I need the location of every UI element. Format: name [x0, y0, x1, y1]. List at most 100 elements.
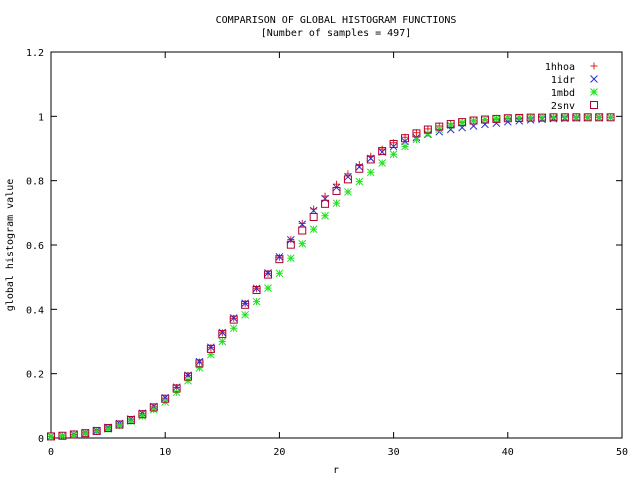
- data-point: [401, 142, 409, 151]
- data-point: [252, 286, 261, 295]
- data-point: [310, 205, 318, 213]
- data-point: [321, 211, 329, 220]
- chart-title: COMPARISON OF GLOBAL HISTOGRAM FUNCTIONS: [216, 15, 457, 26]
- series-layer: [47, 113, 615, 441]
- data-point: [538, 113, 546, 122]
- data-point: [378, 159, 387, 167]
- data-point: [81, 429, 90, 438]
- data-point: [446, 120, 455, 129]
- data-point: [412, 129, 420, 137]
- data-point: [332, 199, 341, 208]
- data-point: [264, 284, 272, 292]
- x-tick-label: 50: [616, 447, 628, 458]
- data-point: [435, 122, 444, 131]
- data-point: [606, 113, 615, 122]
- data-point: [481, 115, 489, 124]
- data-point: [58, 431, 67, 440]
- y-axis: 0 0.2 0.4 0.6 0.8 1 1.2: [26, 48, 622, 445]
- data-point: [321, 199, 330, 208]
- data-point: [606, 113, 615, 122]
- data-point: [115, 420, 124, 429]
- data-point: [572, 113, 581, 122]
- data-point: [561, 113, 569, 122]
- data-point: [366, 168, 375, 177]
- data-point: [195, 359, 204, 368]
- data-point: [263, 270, 272, 279]
- data-point: [366, 155, 375, 164]
- data-point: [458, 118, 467, 127]
- data-point: [47, 432, 55, 441]
- data-point: [218, 330, 227, 339]
- data-point: [492, 114, 501, 123]
- legend-label: 1idr: [551, 75, 575, 86]
- legend: 1hhoa 1idr 1mbd 2snv: [545, 62, 598, 112]
- data-point: [184, 376, 192, 385]
- data-point: [355, 162, 364, 171]
- data-point: [286, 254, 295, 263]
- data-point: [343, 175, 352, 184]
- data-point: [47, 432, 55, 441]
- data-point: [344, 188, 352, 196]
- data-point: [126, 415, 135, 424]
- data-point: [275, 255, 284, 264]
- legend-label: 1hhoa: [545, 62, 575, 73]
- data-point: [435, 125, 444, 134]
- data-point: [583, 113, 592, 122]
- data-point: [503, 114, 512, 123]
- y-tick-label: 0.8: [26, 177, 44, 188]
- x-tick-label: 20: [273, 447, 285, 458]
- data-point: [275, 269, 284, 278]
- data-point: [92, 426, 101, 435]
- data-point: [81, 429, 90, 438]
- data-point: [138, 412, 147, 420]
- y-tick-label: 0: [38, 434, 44, 445]
- legend-marker: [590, 101, 598, 109]
- data-point: [184, 372, 193, 381]
- data-point: [560, 113, 569, 122]
- data-point: [595, 113, 604, 122]
- data-point: [480, 115, 489, 124]
- data-point: [309, 225, 318, 234]
- x-tick-label: 10: [159, 447, 171, 458]
- y-tick-label: 1.2: [26, 48, 44, 59]
- data-point: [333, 180, 340, 188]
- legend-label: 2snv: [551, 101, 575, 112]
- y-tick-label: 0.6: [26, 241, 44, 252]
- data-point: [298, 226, 307, 235]
- data-point: [355, 177, 364, 186]
- data-point: [58, 432, 67, 440]
- data-point: [161, 394, 170, 403]
- data-point: [252, 297, 261, 306]
- x-tick-label: 40: [502, 447, 514, 458]
- data-point: [572, 113, 581, 122]
- data-point: [69, 430, 78, 439]
- data-point: [149, 405, 158, 414]
- data-point: [241, 310, 249, 319]
- data-point: [195, 364, 204, 372]
- data-point: [595, 113, 604, 122]
- legend-marker: [590, 62, 598, 70]
- x-axis-label: r: [333, 465, 339, 476]
- data-point: [423, 125, 432, 134]
- data-point: [583, 113, 592, 122]
- data-point: [412, 129, 421, 138]
- legend-label: 1mbd: [551, 88, 575, 99]
- data-point: [241, 300, 250, 309]
- legend-marker: [590, 88, 598, 96]
- data-point: [389, 150, 398, 159]
- data-point: [458, 118, 466, 127]
- series-2snv: [47, 113, 615, 441]
- data-point: [298, 239, 307, 248]
- data-point: [332, 186, 341, 195]
- y-axis-label: global histogram value: [5, 179, 16, 311]
- data-point: [526, 113, 535, 122]
- data-point: [549, 113, 558, 122]
- data-point: [503, 114, 512, 122]
- y-tick-label: 0.2: [26, 370, 44, 381]
- data-point: [389, 139, 398, 148]
- data-point: [538, 113, 547, 122]
- data-point: [309, 213, 318, 222]
- y-tick-label: 0.4: [26, 305, 44, 316]
- data-point: [344, 172, 352, 181]
- data-point: [549, 113, 558, 122]
